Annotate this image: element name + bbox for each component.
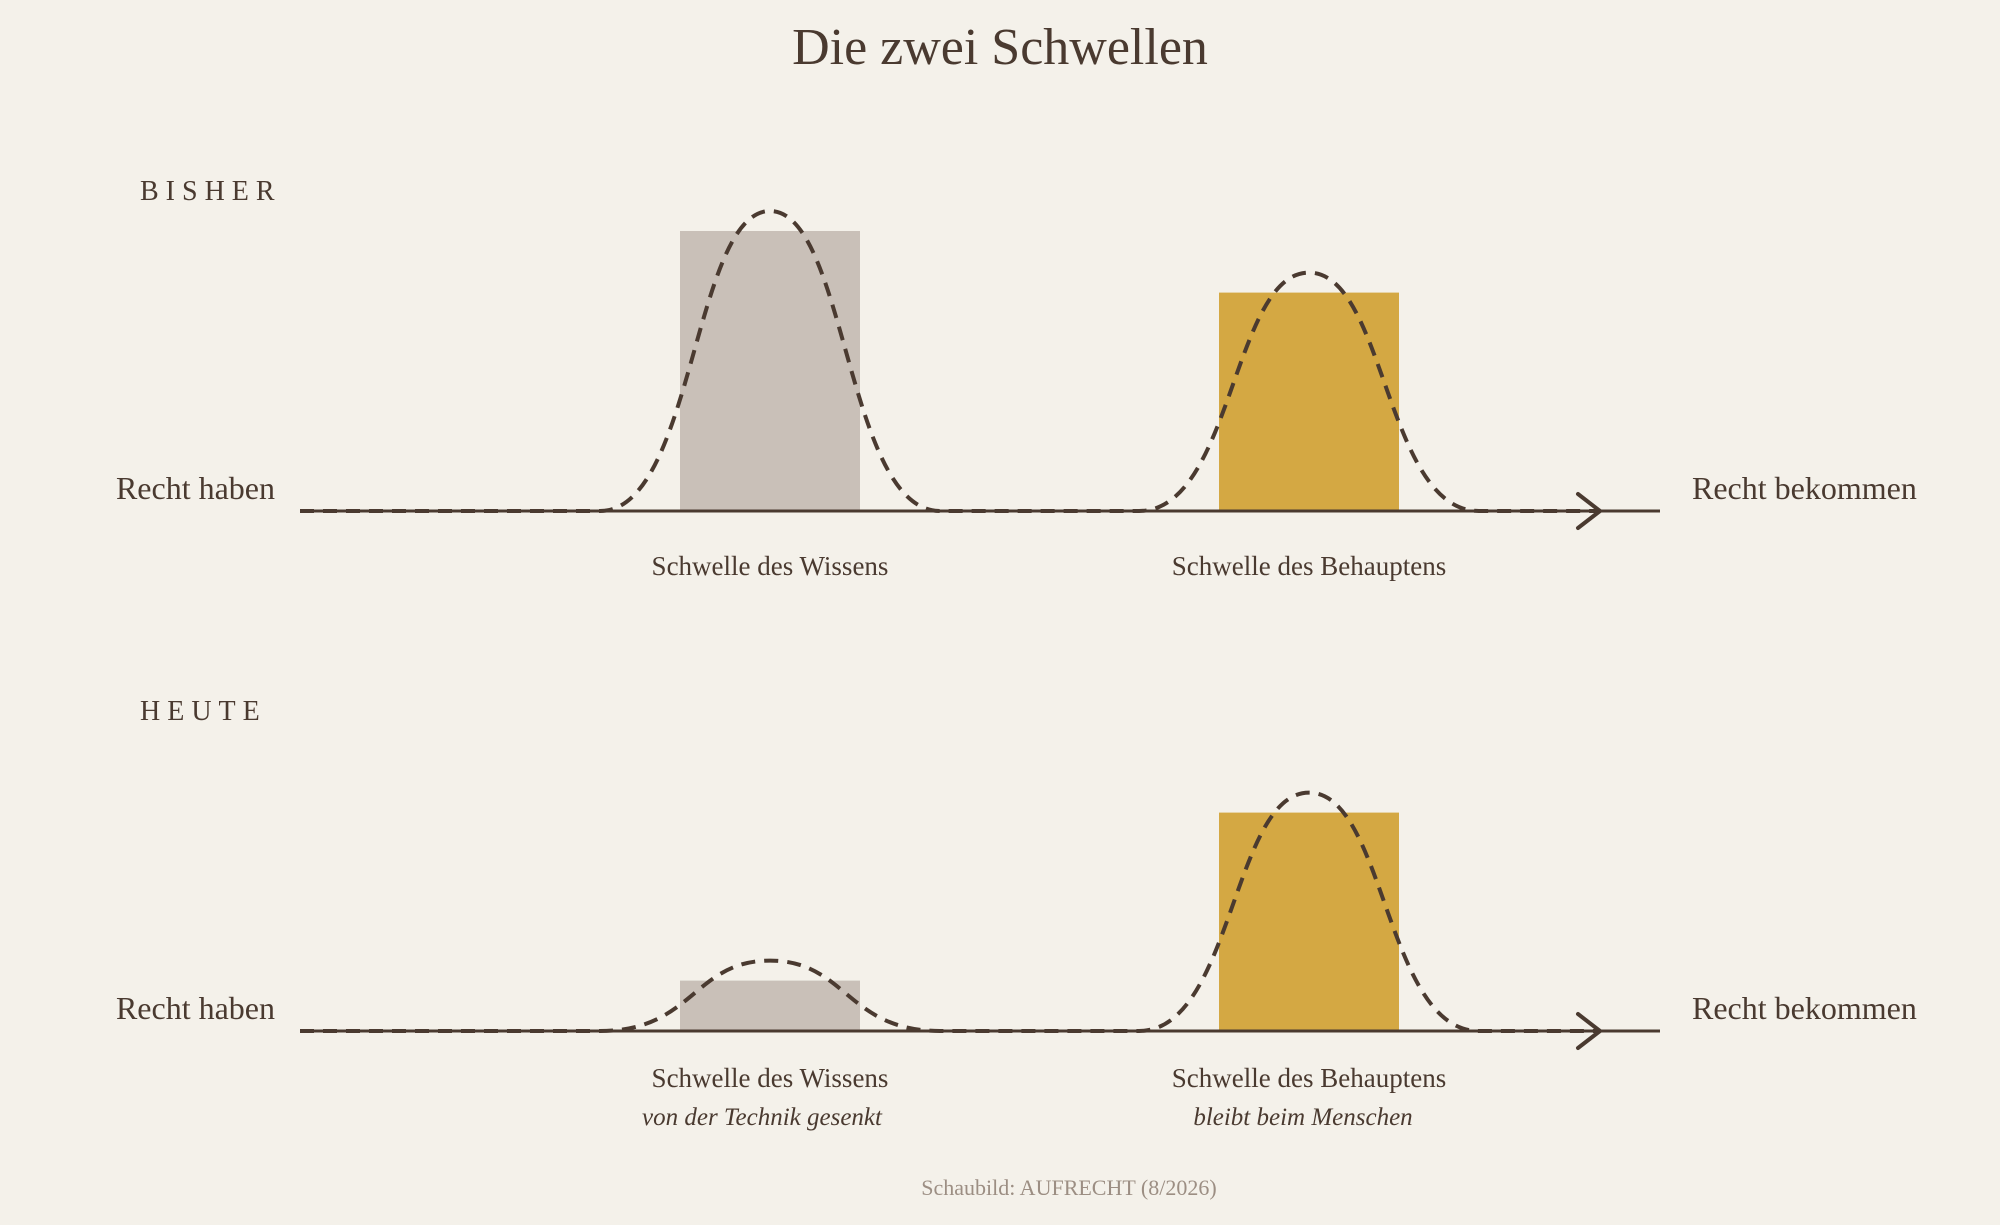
panel-heading: HEUTE [140,696,267,727]
start-label: Recht haben [116,470,275,506]
source-caption: Schaubild: AUFRECHT (8/2026) [921,1175,1216,1200]
end-label: Recht bekommen [1692,470,1917,506]
threshold-note-assertion: bleibt beim Menschen [1193,1104,1412,1131]
start-label: Recht haben [116,990,275,1026]
assertion-threshold-bar [1219,292,1399,511]
threshold-label-knowledge: Schwelle des Wissens [652,551,889,581]
end-label: Recht bekommen [1692,990,1917,1026]
assertion-threshold-bar [1219,812,1399,1031]
panel-bisher: BISHER Recht haben Recht bekommen Schwel… [116,176,1917,581]
panel-heute: HEUTE Recht haben Recht bekommen Schwell… [116,696,1917,1131]
panel-heading: BISHER [140,176,282,207]
knowledge-threshold-bar [680,980,860,1031]
arrow-head-icon [1576,1012,1602,1050]
diagram-title: Die zwei Schwellen [792,19,1208,76]
threshold-label-assertion: Schwelle des Behauptens [1172,1063,1446,1093]
arrow-head-icon [1576,492,1602,530]
knowledge-threshold-bar [680,231,860,511]
threshold-note-knowledge: von der Technik gesenkt [642,1104,883,1131]
dashed-path [300,790,1596,1033]
threshold-label-assertion: Schwelle des Behauptens [1172,551,1446,581]
threshold-label-knowledge: Schwelle des Wissens [652,1063,889,1093]
dashed-path [300,208,1596,513]
